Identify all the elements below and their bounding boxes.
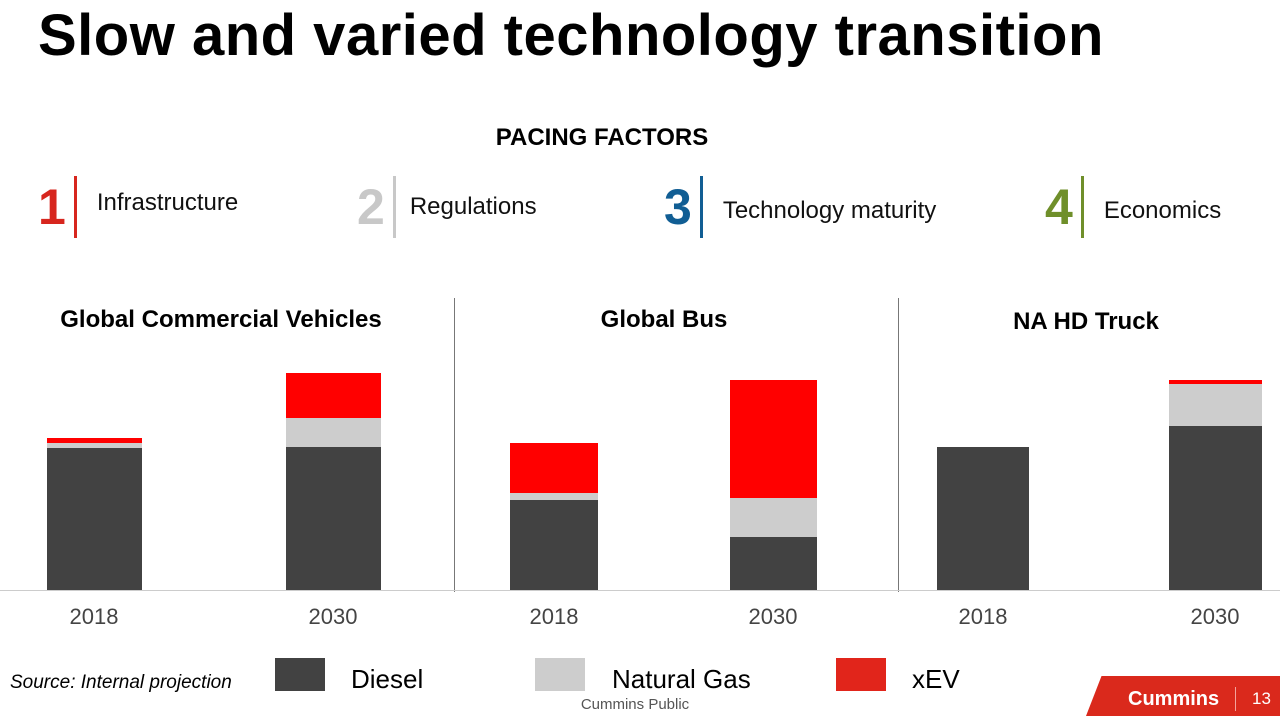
factor-number: 2: [357, 179, 385, 235]
factor-economics: 4 Economics: [1045, 176, 1221, 238]
x-tick-label: 2018: [958, 604, 1008, 629]
cummins-logo: Cummins: [1128, 688, 1220, 710]
bar-natural-gas-2018: [47, 443, 142, 448]
slide-title: Slow and varied technology transition: [38, 3, 1104, 68]
panel-divider: [898, 298, 899, 592]
x-tick-label: 2030: [1190, 604, 1240, 629]
factor-technology-maturity: 3 Technology maturity: [664, 176, 936, 238]
factor-label: Regulations: [409, 193, 537, 220]
bar-natural-gas-2018: [510, 493, 598, 500]
pacing-factors-heading: PACING FACTORS: [495, 124, 709, 151]
factor-number: 1: [38, 179, 66, 235]
factor-divider: [73, 176, 77, 238]
footer-divider: [1235, 687, 1236, 711]
bar-diesel-2030: [730, 537, 817, 590]
bar-xev-2018: [510, 443, 598, 493]
chart-title-commercial-vehicles: Global Commercial Vehicles: [60, 306, 382, 333]
bar-xev-2018: [47, 438, 142, 443]
bar-xev-2030: [286, 373, 381, 418]
factor-divider: [699, 176, 703, 238]
page-number: 13: [1252, 689, 1271, 708]
factor-regulations: 2 Regulations: [357, 176, 537, 238]
x-tick-label: 2030: [308, 604, 358, 629]
factor-divider: [1080, 176, 1084, 238]
bar-natural-gas-2030: [1169, 384, 1262, 426]
x-tick-label: 2018: [529, 604, 579, 629]
bar-natural-gas-2030: [286, 418, 381, 447]
legend-label-xev: xEV: [912, 664, 960, 694]
legend-label-diesel: Diesel: [351, 664, 424, 694]
bar-diesel-2018: [937, 447, 1029, 590]
factor-divider: [392, 176, 396, 238]
x-tick-label: 2030: [748, 604, 798, 629]
x-tick-label: 2018: [69, 604, 119, 629]
classification-label: Cummins Public: [580, 696, 690, 713]
source-note: Source: Internal projection: [10, 672, 232, 693]
bar-diesel-2018: [47, 448, 142, 590]
factor-number: 4: [1045, 179, 1073, 235]
legend-swatch-xev: [836, 658, 886, 691]
chart-title-bus: Global Bus: [600, 306, 728, 333]
chart-baseline: [0, 590, 1280, 591]
brand-footer-band: [1086, 676, 1280, 716]
bar-diesel-2018: [510, 500, 598, 590]
bar-diesel-2030: [1169, 426, 1262, 590]
bar-xev-2030: [1169, 380, 1262, 384]
legend-swatch-diesel: [275, 658, 325, 691]
bar-diesel-2030: [286, 447, 381, 590]
factor-label: Technology maturity: [722, 197, 937, 224]
factor-infrastructure: 1 Infrastructure: [38, 176, 238, 238]
bar-xev-2030: [730, 380, 817, 498]
panel-divider: [454, 298, 455, 592]
legend-swatch-natural-gas: [535, 658, 585, 691]
bar-natural-gas-2030: [730, 498, 817, 537]
factor-number: 3: [664, 179, 692, 235]
chart-title-na-hd-truck: NA HD Truck: [1013, 308, 1159, 335]
legend-label-natural-gas: Natural Gas: [612, 664, 751, 694]
factor-label: Economics: [1103, 197, 1222, 224]
factor-label: Infrastructure: [96, 189, 239, 216]
